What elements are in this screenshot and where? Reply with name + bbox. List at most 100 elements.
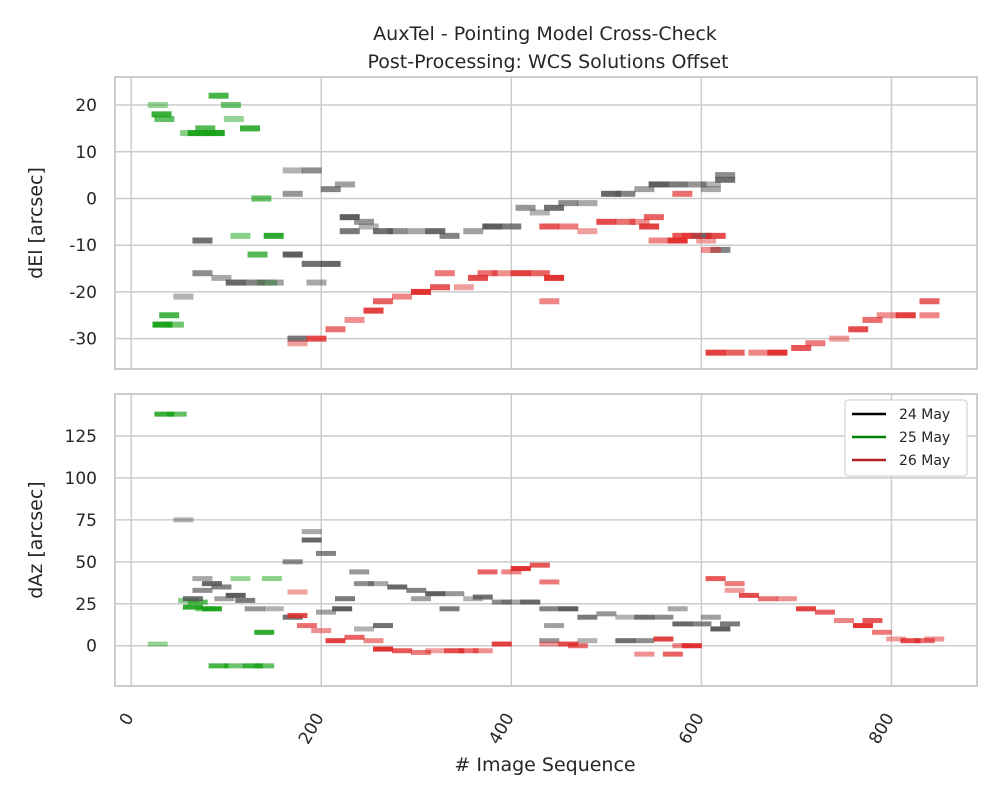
heatmap-cell: [235, 597, 256, 603]
heatmap-cell: [648, 237, 669, 244]
heatmap-cell: [225, 279, 246, 286]
heatmap-cell: [282, 167, 303, 174]
y-tick-label: 0: [86, 637, 97, 657]
heatmap-cell: [439, 232, 460, 239]
heatmap-cell: [151, 111, 172, 118]
heatmap-cell: [282, 190, 303, 197]
heatmap-cell: [211, 584, 232, 590]
heatmap-cell: [567, 643, 588, 649]
legend-box: [844, 399, 968, 477]
heatmap-cell: [700, 614, 721, 620]
heatmap-cell: [924, 636, 945, 642]
marks-daz: [147, 411, 945, 669]
heatmap-cell: [791, 344, 812, 351]
heatmap-cell: [919, 312, 940, 319]
heatmap-cell: [373, 623, 394, 629]
heatmap-cell: [458, 648, 479, 654]
heatmap-cell: [192, 237, 213, 244]
heatmap-cell: [482, 223, 503, 230]
heatmap-cell: [529, 562, 550, 568]
heatmap-cell: [724, 587, 745, 593]
heatmap-cell: [539, 223, 560, 230]
heatmap-cell: [648, 181, 669, 188]
heatmap-cell: [558, 200, 579, 207]
heatmap-cell: [334, 181, 355, 188]
heatmap-cell: [653, 614, 674, 620]
heatmap-cell: [339, 228, 360, 235]
y-tick-label: 10: [75, 143, 97, 163]
heatmap-cell: [700, 246, 721, 253]
heatmap-cell: [667, 181, 688, 188]
heatmap-cell: [282, 251, 303, 258]
heatmap-cell: [491, 270, 512, 277]
heatmap-cell: [223, 116, 244, 123]
y-tick-label: 75: [75, 511, 97, 531]
x-tick-label: 600: [675, 710, 709, 748]
heatmap-cell: [320, 186, 341, 193]
y-tick-label: -30: [69, 330, 97, 350]
marks-del: [147, 92, 940, 356]
x-ticks: 0 200 400 600 800: [116, 710, 899, 748]
heatmap-cell: [510, 270, 531, 277]
heatmap-cell: [634, 186, 655, 193]
heatmap-cell: [639, 223, 660, 230]
heatmap-cell: [287, 335, 308, 342]
heatmap-cell: [411, 649, 432, 655]
heatmap-cell: [201, 606, 222, 612]
y-tick-label: 50: [75, 553, 97, 573]
heatmap-cell: [596, 218, 617, 225]
heatmap-cell: [681, 232, 702, 239]
heatmap-cell: [244, 279, 265, 286]
heatmap-cell: [814, 609, 835, 615]
heatmap-cell: [715, 176, 736, 183]
x-axis-label: # Image Sequence: [454, 754, 635, 776]
y-tick-label: 25: [75, 595, 97, 615]
heatmap-cell: [724, 349, 745, 356]
heatmap-cell: [187, 599, 208, 605]
heatmap-cell: [287, 340, 308, 347]
heatmap-cell: [501, 223, 522, 230]
heatmap-cell: [662, 651, 683, 657]
heatmap-cell: [406, 587, 427, 593]
heatmap-cell: [577, 228, 598, 235]
heatmap-cell: [387, 584, 408, 590]
heatmap-cell: [544, 274, 565, 281]
heatmap-cell: [430, 284, 451, 291]
heatmap-cell: [862, 618, 883, 624]
heatmap-cell: [214, 596, 235, 602]
heatmap-cell: [900, 638, 921, 644]
heatmap-cell: [634, 638, 655, 644]
heatmap-cell: [247, 251, 268, 258]
grid-del: [115, 77, 977, 369]
heatmap-cell: [204, 130, 225, 137]
heatmap-cell: [344, 634, 365, 640]
heatmap-cell: [795, 606, 816, 612]
heatmap-cell: [263, 606, 284, 612]
legend-label: 25 May: [899, 430, 950, 446]
y-tick-label: 0: [86, 189, 97, 209]
heatmap-cell: [672, 190, 693, 197]
heatmap-cell: [211, 274, 232, 281]
heatmap-cell: [173, 293, 194, 300]
chart-title: AuxTel - Pointing Model Cross-Check: [373, 23, 717, 45]
heatmap-cell: [501, 599, 522, 605]
heatmap-cell: [230, 232, 251, 239]
heatmap-cell: [472, 648, 493, 654]
x-tick-label: 400: [485, 710, 519, 748]
heatmap-cell: [757, 596, 778, 602]
heatmap-cell: [510, 566, 531, 572]
heatmap-cell: [311, 628, 332, 634]
legend-label: 26 May: [899, 453, 950, 469]
heatmap-cell: [425, 648, 446, 654]
heatmap-cell: [344, 316, 365, 323]
heatmap-cell: [453, 284, 474, 291]
heatmap-cell: [501, 569, 522, 575]
heatmap-cell: [242, 663, 263, 669]
heatmap-cell: [601, 190, 622, 197]
y-axis-label-daz: dAz [arcsec]: [25, 481, 47, 598]
heatmap-cell: [163, 321, 184, 328]
heatmap-cell: [254, 663, 275, 669]
legend: 24 May 25 May 26 May: [844, 399, 968, 477]
y-ticks-daz: 125 100 75 50 25 0: [65, 427, 97, 657]
